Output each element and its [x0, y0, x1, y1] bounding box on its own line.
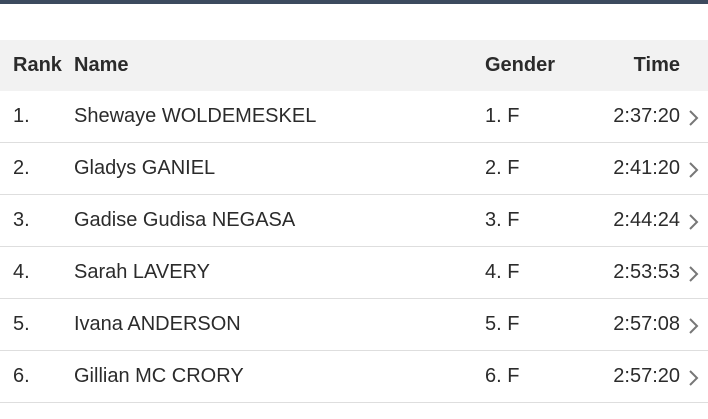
cell: 6. F: [485, 365, 520, 387]
cell: 6.: [13, 365, 30, 387]
chevron-shape: [689, 110, 699, 126]
result-row[interactable]: 5. Ivana ANDERSON 5. F 2:57:08: [0, 299, 708, 351]
cell: 3.: [13, 209, 30, 231]
header-cell: Gender: [485, 54, 556, 76]
cell: 2:57:08: [613, 313, 680, 335]
cell: Gillian MC CRORY: [74, 365, 244, 387]
chevron: [689, 370, 699, 386]
cell: 2.: [13, 157, 30, 179]
cell: 4.: [13, 261, 30, 283]
cell: 2:44:24: [613, 209, 680, 231]
cell: 3. F: [485, 209, 520, 231]
chevron: [689, 214, 699, 230]
cell: 2:37:20: [613, 105, 680, 127]
chevron-shape: [689, 162, 699, 178]
header-cell: Rank: [13, 54, 62, 76]
chevron-shape: [689, 266, 699, 282]
chevron: [689, 162, 699, 178]
header-cell: Time: [633, 54, 680, 76]
cell: 5.: [13, 313, 30, 335]
cell: Sarah LAVERY: [74, 261, 211, 283]
header-row: Rank Name Gender Time: [0, 40, 708, 91]
chevron-shape: [689, 214, 699, 230]
result-row[interactable]: 2. Gladys GANIEL 2. F 2:41:20: [0, 143, 708, 195]
cell: 2:57:20: [613, 365, 680, 387]
top-bar: [0, 0, 708, 4]
chevron: [689, 110, 699, 126]
cell: 1.: [13, 105, 30, 127]
header-cell: Name: [74, 54, 129, 76]
cell: 1. F: [485, 105, 520, 127]
cell: 5. F: [485, 313, 520, 335]
cell: Gladys GANIEL: [74, 157, 216, 179]
cell: 4. F: [485, 261, 520, 283]
result-row[interactable]: 1. Shewaye WOLDEMESKEL 1. F 2:37:20: [0, 91, 708, 143]
cell: Gadise Gudisa NEGASA: [74, 209, 296, 231]
result-row[interactable]: 6. Gillian MC CRORY 6. F 2:57:20: [0, 351, 708, 403]
cell: Shewaye WOLDEMESKEL: [74, 105, 317, 127]
chevron: [689, 318, 699, 334]
cell: Ivana ANDERSON: [74, 313, 241, 335]
result-row[interactable]: 4. Sarah LAVERY 4. F 2:53:53: [0, 247, 708, 299]
chevron: [689, 266, 699, 282]
cell: 2:53:53: [613, 261, 680, 283]
result-row[interactable]: 3. Gadise Gudisa NEGASA 3. F 2:44:24: [0, 195, 708, 247]
results-table: Rank Name Gender Time 1. Shewaye WOLDEMESKEL 1…: [0, 40, 708, 403]
chevron-shape: [689, 370, 699, 386]
chevron-shape: [689, 318, 699, 334]
cell: 2. F: [485, 157, 520, 179]
cell: 2:41:20: [613, 157, 680, 179]
